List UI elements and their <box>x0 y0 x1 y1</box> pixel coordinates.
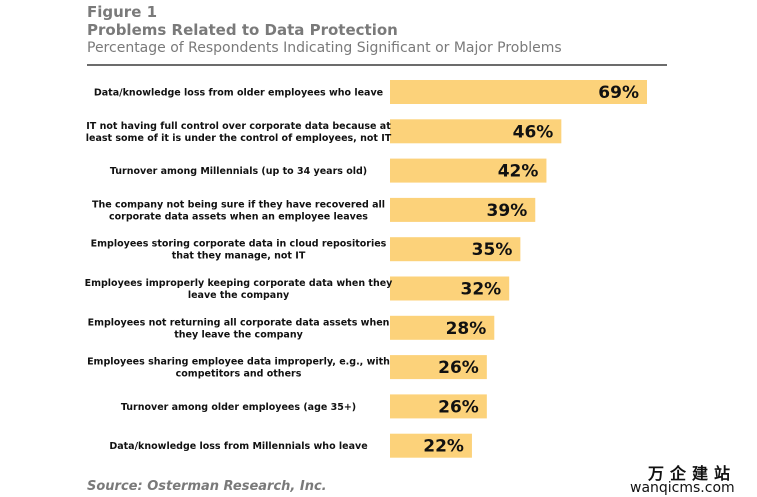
chart-title: Problems Related to Data Protection <box>87 21 398 39</box>
data-label: 28% <box>446 319 487 339</box>
watermark-url: wanqicms.com <box>630 480 735 496</box>
bar <box>390 119 562 144</box>
figure-label: Figure 1 <box>87 3 158 21</box>
data-label: 22% <box>423 437 464 457</box>
bar <box>390 276 510 301</box>
category-label: Data/knowledge loss from older employees… <box>94 88 383 99</box>
bar <box>390 237 521 262</box>
chart-subtitle: Percentage of Respondents Indicating Sig… <box>87 40 562 56</box>
bar <box>390 355 487 380</box>
bar <box>390 158 547 183</box>
source-note: Source: Osterman Research, Inc. <box>87 479 327 494</box>
category-label: Turnover among Millennials (up to 34 yea… <box>110 166 367 177</box>
data-label: 46% <box>513 122 554 142</box>
category-label: Employees sharing employee data improper… <box>87 357 390 380</box>
bar <box>390 80 647 104</box>
category-label: Turnover among older employees (age 35+) <box>121 402 356 413</box>
data-label: 32% <box>460 280 501 300</box>
category-label: Employees not returning all corporate da… <box>88 317 390 340</box>
bar <box>390 394 487 419</box>
bar <box>390 315 495 340</box>
data-label: 39% <box>487 201 528 221</box>
bar <box>390 197 536 222</box>
bar <box>390 433 472 458</box>
data-label: 26% <box>438 358 479 378</box>
category-label: The company not being sure if they have … <box>92 199 385 222</box>
data-label: 42% <box>498 162 539 182</box>
category-label: Data/knowledge loss from Millennials who… <box>109 441 367 452</box>
data-label: 35% <box>472 240 513 260</box>
category-label: Employees improperly keeping corporate d… <box>85 278 394 301</box>
title-divider <box>87 64 667 66</box>
data-label: 26% <box>438 397 479 417</box>
watermark-chinese: 万企建站 <box>648 464 737 483</box>
data-label: 69% <box>598 83 639 103</box>
category-label: IT not having full control over corporat… <box>86 121 392 144</box>
category-label: Employees storing corporate data in clou… <box>91 239 387 262</box>
